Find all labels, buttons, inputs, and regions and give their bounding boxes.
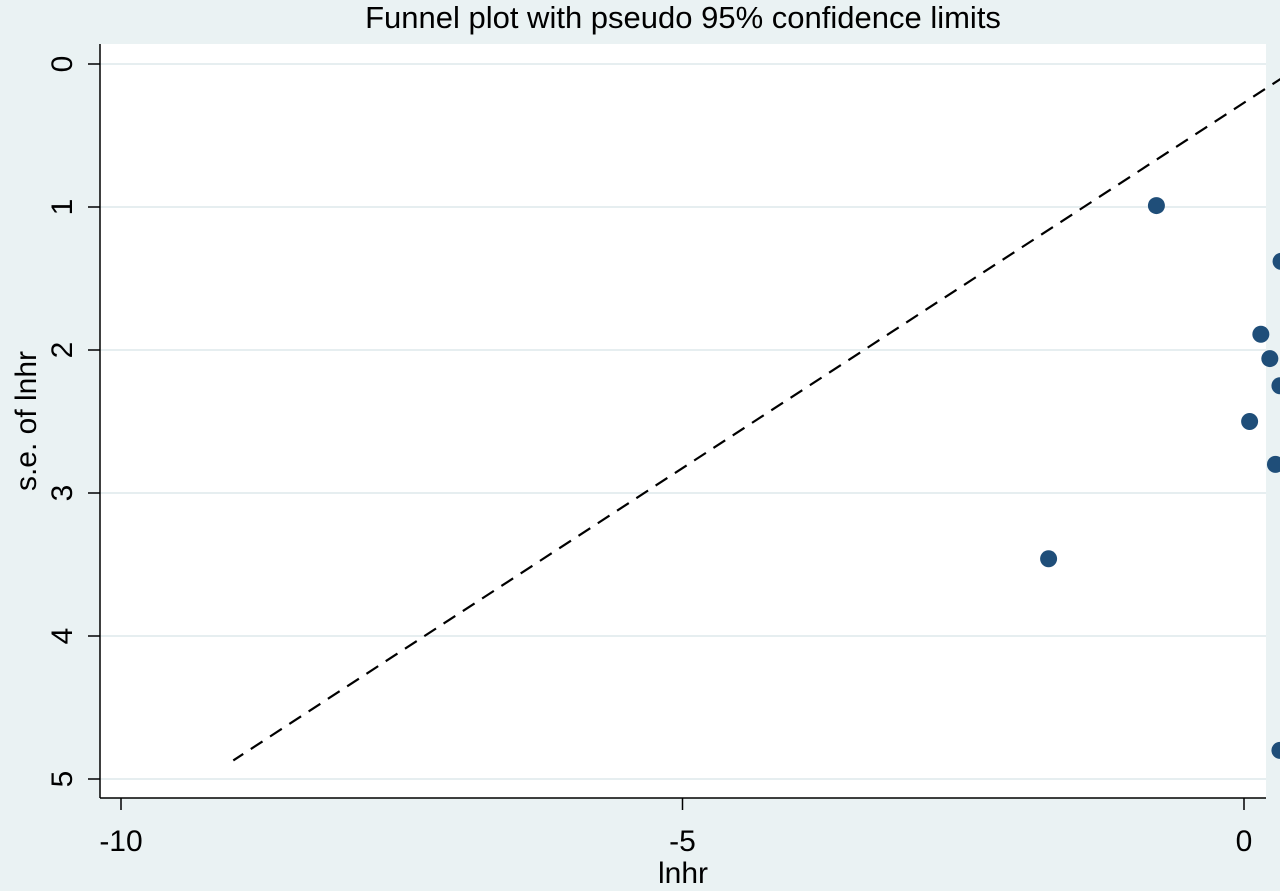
- study-point: [1271, 377, 1280, 395]
- study-point: [1147, 197, 1165, 215]
- confidence-limit-lines: [232, 77, 1280, 762]
- study-point: [1266, 455, 1280, 473]
- plot-area: [100, 44, 1266, 798]
- y-tick-label: 1: [46, 199, 79, 216]
- y-tick-label: 4: [46, 628, 79, 645]
- y-tick-label: 0: [46, 56, 79, 73]
- x-axis-label: lnhr: [658, 857, 708, 890]
- y-tick-label: 2: [46, 342, 79, 359]
- y-tick-label: 3: [46, 485, 79, 502]
- y-axis-label: s.e. of lnhr: [10, 351, 43, 491]
- study-point: [1271, 741, 1280, 759]
- chart-title: Funnel plot with pseudo 95% confidence l…: [365, 0, 1001, 35]
- x-tick-label: -10: [99, 825, 142, 858]
- x-tick-label: 0: [1236, 825, 1253, 858]
- y-axis-ticks: 0 1 2 3 4 5: [46, 56, 100, 788]
- grid-lines: [100, 63, 1266, 780]
- study-point: [1241, 413, 1259, 430]
- ci-line-left: [232, 77, 1280, 762]
- x-axis-ticks: -10-50510: [99, 798, 1253, 858]
- study-point: [1261, 350, 1279, 368]
- study-points: [1040, 197, 1280, 759]
- x-tick-label: -5: [669, 825, 696, 858]
- y-tick-label: 5: [46, 771, 79, 788]
- study-point: [1252, 325, 1270, 343]
- study-point: [1040, 550, 1058, 568]
- study-point: [1272, 252, 1280, 270]
